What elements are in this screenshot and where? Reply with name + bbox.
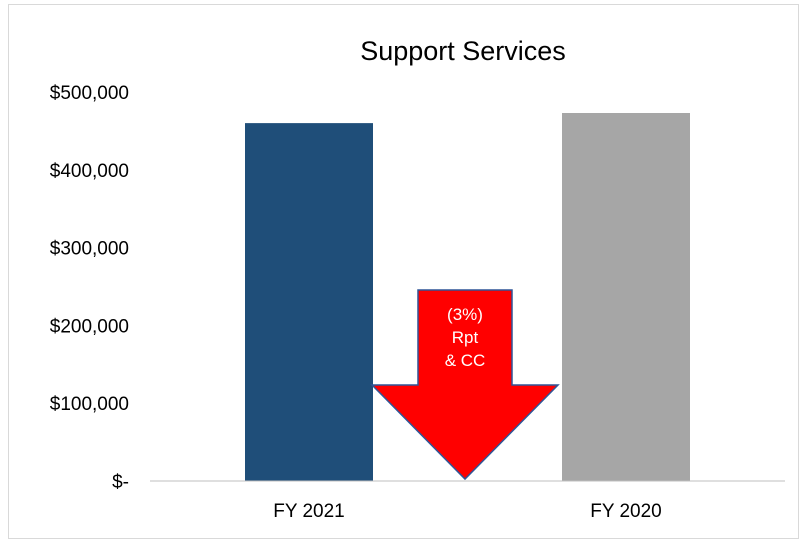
chart-title: Support Services <box>360 36 566 66</box>
y-tick-label: $100,000 <box>50 394 129 415</box>
chart-frame <box>8 4 799 539</box>
y-tick-label: $400,000 <box>50 161 129 182</box>
y-tick-label: $200,000 <box>50 316 129 337</box>
arrow-label-line: (3%) <box>447 305 483 324</box>
arrow-label-line: & CC <box>445 351 486 370</box>
y-tick-label: $300,000 <box>50 239 129 260</box>
x-category-label: FY 2020 <box>590 501 661 522</box>
x-axis-labels: FY 2021 FY 2020 <box>273 501 661 522</box>
decrease-arrow: (3%) Rpt & CC <box>370 289 560 481</box>
y-tick-label: $- <box>112 472 129 493</box>
bars <box>245 113 690 482</box>
bar-fy-2021 <box>245 123 373 482</box>
decrease-arrow-shape <box>370 289 560 481</box>
arrow-label-line: Rpt <box>452 328 479 347</box>
y-axis: $- $100,000 $200,000 $300,000 $400,000 $500,0… <box>50 83 129 493</box>
bar-fy-2020 <box>562 113 690 482</box>
y-tick-label: $500,000 <box>50 83 129 104</box>
x-category-label: FY 2021 <box>273 501 344 522</box>
